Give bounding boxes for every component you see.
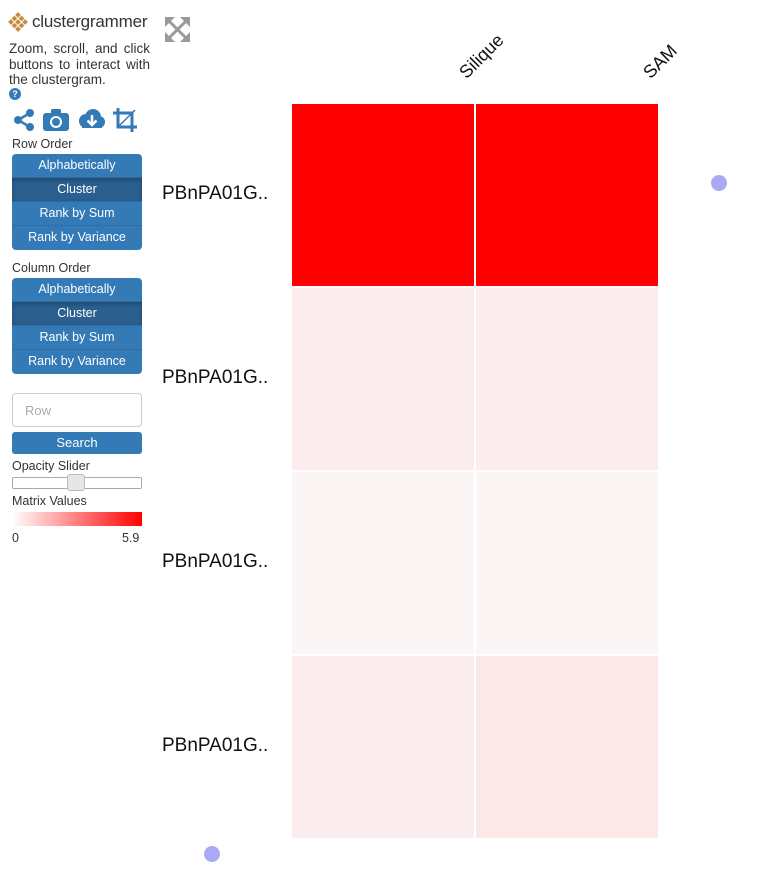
app-name: clustergrammer [32, 12, 148, 31]
sidebar: clustergrammer Zoom, scroll, and click b… [0, 0, 160, 877]
cloud-download-icon[interactable] [76, 108, 106, 132]
column-order-label: Column Order [12, 261, 91, 275]
matrix-cell[interactable] [292, 656, 474, 838]
row-order-cluster-button[interactable]: Cluster [12, 178, 142, 202]
opacity-slider-label: Opacity Slider [12, 459, 90, 473]
matrix-values-label: Matrix Values [12, 494, 87, 508]
column-order-alphabetically-button[interactable]: Alphabetically [12, 278, 142, 302]
row-search-input[interactable] [12, 393, 142, 427]
clustergrammer-logo-icon [8, 12, 28, 32]
row-label[interactable]: PBnPA01G.. [162, 183, 269, 204]
matrix-values-max: 5.9 [122, 531, 140, 545]
column-label-silique[interactable]: Silique [455, 29, 508, 83]
search-button[interactable]: Search [12, 432, 142, 454]
row-order-group: Alphabetically Cluster Rank by Sum Rank … [12, 154, 142, 250]
row-label[interactable]: PBnPA01G.. [162, 551, 269, 572]
column-order-rank-sum-button[interactable]: Rank by Sum [12, 326, 142, 350]
matrix-cell[interactable] [292, 472, 474, 654]
matrix-cell[interactable] [292, 104, 474, 286]
toolbar [12, 107, 144, 133]
row-order-rank-variance-button[interactable]: Rank by Variance [12, 226, 142, 250]
crop-icon[interactable] [112, 107, 138, 133]
row-order-rank-sum-button[interactable]: Rank by Sum [12, 202, 142, 226]
opacity-slider-handle[interactable] [67, 474, 85, 491]
camera-icon[interactable] [42, 108, 70, 132]
row-label[interactable]: PBnPA01G.. [162, 735, 269, 756]
row-order-label: Row Order [12, 137, 73, 151]
row-order-alphabetically-button[interactable]: Alphabetically [12, 154, 142, 178]
instructions-text: Zoom, scroll, and click buttons to inter… [9, 41, 150, 87]
row-label[interactable]: PBnPA01G.. [162, 367, 269, 388]
help-icon[interactable]: ? [9, 88, 21, 100]
row-dendrogram-handle[interactable] [204, 846, 220, 862]
column-order-group: Alphabetically Cluster Rank by Sum Rank … [12, 278, 142, 374]
matrix-cell[interactable] [476, 472, 658, 654]
matrix-values-colorbar [12, 512, 142, 526]
matrix-values-min: 0 [12, 531, 19, 545]
matrix-cell[interactable] [476, 288, 658, 470]
expand-icon[interactable] [164, 16, 191, 43]
column-label-sam[interactable]: SAM [639, 40, 681, 83]
matrix-cell[interactable] [292, 288, 474, 470]
share-icon[interactable] [12, 108, 36, 132]
matrix-cell[interactable] [476, 104, 658, 286]
logo: clustergrammer [8, 12, 147, 32]
column-dendrogram-handle[interactable] [711, 175, 727, 191]
column-order-rank-variance-button[interactable]: Rank by Variance [12, 350, 142, 374]
column-order-cluster-button[interactable]: Cluster [12, 302, 142, 326]
matrix-cell[interactable] [476, 656, 658, 838]
